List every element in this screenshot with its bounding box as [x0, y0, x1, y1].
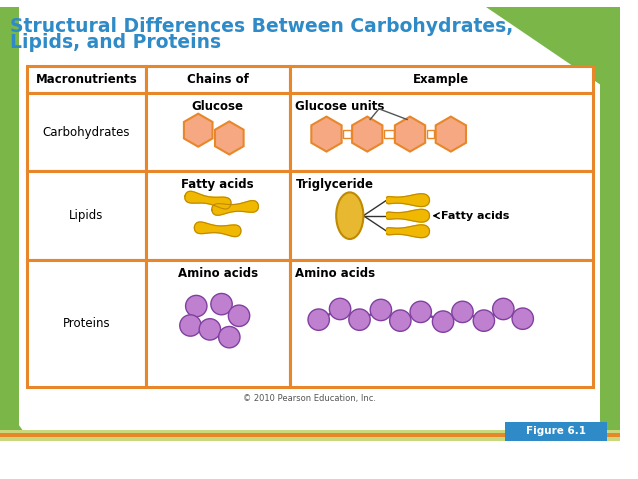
Circle shape [186, 296, 207, 317]
Bar [27, 93, 145, 171]
Polygon shape [195, 222, 241, 237]
Bar [505, 422, 607, 441]
Bar [27, 66, 145, 93]
Bar [0, 441, 620, 472]
Circle shape [433, 311, 454, 332]
Circle shape [473, 310, 494, 331]
Circle shape [370, 299, 392, 320]
Circle shape [219, 327, 240, 348]
Polygon shape [387, 194, 429, 206]
Polygon shape [0, 399, 54, 472]
Circle shape [410, 301, 431, 322]
Bar [0, 431, 620, 433]
Bar [27, 261, 145, 387]
Text: Lipids: Lipids [70, 209, 103, 222]
Circle shape [512, 308, 533, 330]
Bar [27, 171, 145, 261]
Bar [290, 93, 593, 171]
Ellipse shape [336, 193, 364, 239]
Circle shape [493, 298, 514, 319]
Text: Triglyceride: Triglyceride [295, 178, 373, 191]
Text: © 2010 Pearson Education, Inc.: © 2010 Pearson Education, Inc. [244, 394, 376, 403]
Bar [600, 7, 620, 472]
Polygon shape [387, 225, 429, 238]
Text: Chains of: Chains of [187, 73, 249, 86]
Text: Macronutrients: Macronutrients [36, 73, 137, 86]
Circle shape [308, 309, 329, 331]
Circle shape [349, 309, 370, 331]
Text: Amino acids: Amino acids [295, 267, 376, 280]
Bar [0, 437, 620, 441]
Text: Fatty acids: Fatty acids [441, 211, 510, 221]
Circle shape [329, 298, 351, 319]
Polygon shape [387, 209, 429, 222]
Bar [145, 261, 290, 387]
Circle shape [199, 319, 221, 340]
Text: Fatty acids: Fatty acids [181, 178, 254, 191]
Text: Structural Differences Between Carbohydrates,: Structural Differences Between Carbohydr… [10, 17, 513, 36]
Bar [145, 93, 290, 171]
Circle shape [452, 301, 473, 322]
Text: Proteins: Proteins [63, 317, 110, 330]
Polygon shape [436, 116, 466, 151]
Text: Lipids, and Proteins: Lipids, and Proteins [10, 33, 221, 52]
Circle shape [228, 305, 249, 327]
Polygon shape [212, 201, 258, 215]
Bar [145, 171, 290, 261]
Bar [427, 130, 434, 138]
Bar [290, 171, 593, 261]
Bar [384, 130, 394, 138]
Polygon shape [486, 7, 620, 98]
Bar [290, 261, 593, 387]
Bar [0, 433, 620, 437]
Text: Figure 6.1: Figure 6.1 [526, 426, 586, 436]
Text: Example: Example [413, 73, 469, 86]
Polygon shape [395, 116, 425, 151]
Polygon shape [311, 116, 341, 151]
Polygon shape [215, 122, 244, 155]
Circle shape [211, 294, 232, 315]
Polygon shape [185, 191, 231, 209]
Text: Carbohydrates: Carbohydrates [43, 125, 130, 138]
Bar [290, 66, 593, 93]
Circle shape [180, 315, 201, 336]
Polygon shape [184, 114, 212, 147]
Bar [343, 130, 351, 138]
Bar [0, 7, 19, 472]
Text: Amino acids: Amino acids [177, 267, 258, 280]
Text: Glucose units: Glucose units [295, 100, 385, 113]
Polygon shape [352, 116, 382, 151]
Circle shape [390, 310, 411, 331]
Bar [145, 66, 290, 93]
Text: Glucose: Glucose [191, 100, 244, 113]
